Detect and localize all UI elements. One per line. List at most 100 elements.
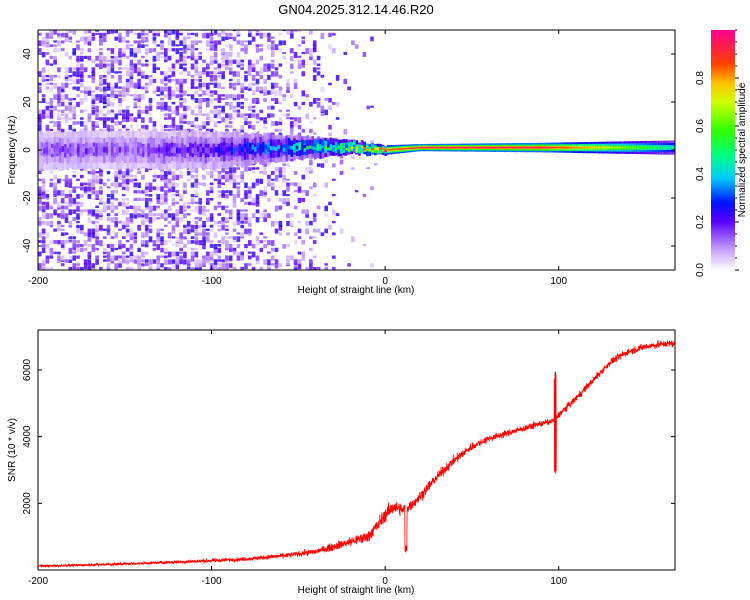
spectrogram-signal-cell: [342, 145, 346, 149]
spectrogram-noise-cell: [263, 63, 267, 68]
spectrogram-noise-cell: [137, 267, 141, 270]
spectrogram-signal-cell: [673, 146, 675, 149]
spectrogram-signal-cell: [433, 147, 437, 149]
spectrogram-noise-cell: [76, 67, 80, 72]
spectrogram-noise-cell: [312, 255, 317, 259]
spectrogram-signal-cell: [397, 148, 400, 150]
spectrogram-noise-cell: [293, 232, 298, 236]
spectrogram-noise-cell: [72, 30, 76, 35]
spectrogram-noise-cell: [274, 71, 279, 77]
spectrogram-noise-cell: [110, 128, 115, 132]
spectrogram-noise-cell: [228, 174, 233, 180]
spectrogram-noise-cell: [137, 247, 141, 253]
spectrogram-noise-cell: [87, 186, 92, 191]
spectrogram-noise-cell: [125, 67, 130, 72]
spectrogram-noise-cell: [209, 128, 214, 133]
spectrogram-noise-cell: [278, 174, 283, 178]
spectrogram-noise-cell: [160, 171, 164, 175]
spectrogram-noise-cell: [83, 121, 88, 124]
spectrogram-noise-cell: [57, 255, 61, 261]
spectrogram-noise-cell: [72, 244, 76, 250]
spectrogram-noise-cell: [297, 117, 302, 124]
spectrogram-noise-cell: [274, 263, 279, 269]
spectrogram-noise-cell: [152, 30, 157, 32]
spectrogram-noise-cell: [118, 48, 122, 54]
spectrogram-noise-cell: [209, 197, 214, 201]
spectrogram-noise-cell: [183, 67, 187, 72]
spectrogram-noise-cell: [217, 182, 222, 189]
spectrogram-noise-cell: [267, 36, 271, 43]
spectrogram-noise-cell: [160, 244, 164, 247]
spectrogram-noise-cell: [91, 247, 96, 253]
spectrogram-noise-cell: [171, 117, 176, 121]
spectrogram-noise-cell: [202, 236, 206, 242]
spectrogram-signal-cell: [587, 146, 590, 149]
spectrogram-noise-cell: [60, 197, 65, 204]
spectrogram-signal-cell: [79, 147, 83, 153]
spectrogram-noise-cell: [194, 251, 199, 258]
spectrogram-noise-cell: [263, 86, 267, 93]
spectrogram-noise-cell: [209, 75, 214, 79]
spectrogram-noise-cell: [80, 213, 84, 216]
spectrogram-noise-cell: [228, 63, 233, 67]
spectrogram-noise-cell: [118, 201, 122, 207]
spectrogram-signal-cell: [540, 146, 544, 149]
spectrogram-noise-cell: [244, 98, 248, 101]
spectrogram-noise-cell: [141, 174, 145, 180]
spectrogram-signal-cell: [280, 146, 283, 151]
spectrogram-signal-cell: [178, 147, 182, 154]
spectrogram-noise-cell: [293, 259, 298, 265]
spectrogram-noise-cell: [106, 178, 111, 182]
spectrogram-noise-cell: [110, 209, 115, 213]
spectrogram-noise-cell: [57, 190, 61, 196]
spectrogram-noise-cell: [255, 197, 260, 204]
spectrogram-noise-cell: [99, 75, 103, 80]
spectrogram-noise-cell: [209, 32, 214, 37]
spectrogram-noise-cell: [282, 190, 286, 197]
spectrogram-noise-cell: [217, 32, 222, 37]
spectrogram-noise-cell: [167, 30, 172, 34]
spectrogram-noise-cell: [106, 186, 111, 189]
spectrogram-signal-cell: [394, 148, 398, 150]
spectrogram-signal-cell: [668, 146, 671, 149]
spectrogram-noise-cell: [129, 232, 134, 238]
spectrogram-noise-cell: [198, 224, 202, 229]
spectrogram-noise-cell: [41, 113, 46, 119]
spectrogram-noise-cell: [194, 59, 199, 64]
spectrogram-noise-cell: [259, 232, 264, 235]
spectrogram-noise-cell: [305, 167, 309, 173]
spectrogram-noise-cell: [293, 78, 298, 83]
spectrogram-noise-cell: [179, 32, 183, 36]
spectrogram-noise-cell: [49, 55, 54, 59]
spectrogram-signal-cell: [582, 146, 585, 149]
spectrogram-noise-cell: [171, 121, 176, 126]
spectrogram-noise-cell: [106, 48, 111, 51]
spectrogram-noise-cell: [293, 240, 298, 245]
spectrogram-noise-cell: [225, 44, 229, 47]
spectrogram-noise-cell: [194, 63, 199, 70]
spectrogram-signal-cell: [566, 146, 570, 149]
spectrogram-noise-cell: [186, 240, 191, 245]
spectrogram-noise-cell: [305, 213, 309, 218]
spectrogram-noise-cell: [225, 232, 229, 235]
spectrogram-noise-cell: [301, 255, 306, 261]
spectrogram-noise-cell: [213, 98, 218, 101]
spectrogram-noise-cell: [144, 105, 149, 110]
spectrogram-noise-cell: [45, 267, 50, 270]
spectrogram-noise-cell: [141, 32, 145, 36]
spectrogram-noise-cell: [286, 201, 290, 206]
spectrogram-noise-cell: [324, 98, 328, 101]
spectrogram-noise-cell: [179, 205, 183, 210]
spectrogram-noise-cell: [133, 174, 138, 179]
spectrogram-noise-cell: [87, 117, 92, 123]
spectrogram-noise-cell: [164, 71, 168, 77]
spectrogram-noise-cell: [102, 236, 107, 239]
spectrogram-signal-cell: [90, 147, 93, 153]
spectrogram-noise-cell: [114, 217, 118, 221]
spectrogram-signal-cell: [498, 146, 502, 149]
spectrogram-noise-cell: [328, 201, 332, 206]
spectrogram-noise-cell: [68, 78, 73, 82]
spectrogram-noise-cell: [251, 201, 256, 206]
spectrogram-noise-cell: [152, 247, 157, 251]
spectrogram-noise-cell: [53, 209, 57, 216]
